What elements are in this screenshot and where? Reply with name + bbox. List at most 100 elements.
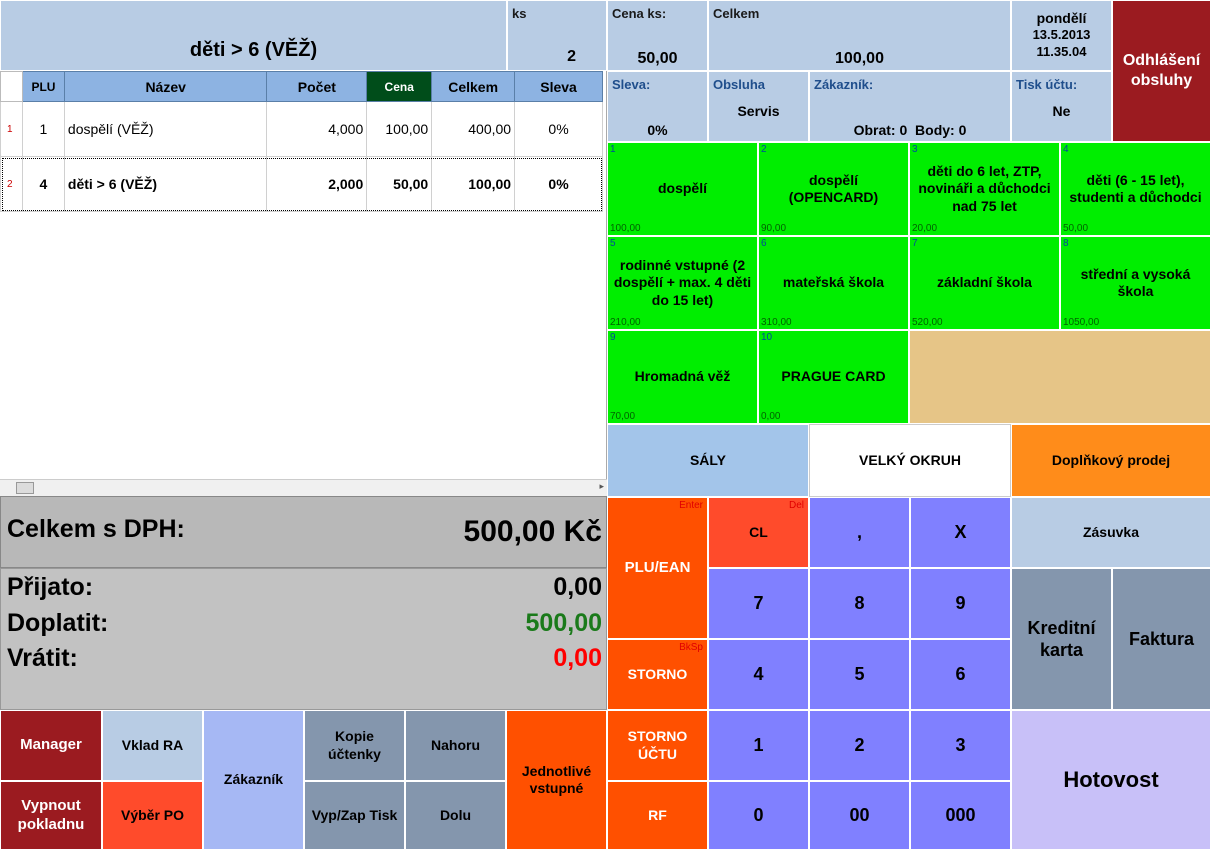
items-table: PLU Název Počet Cena Celkem Sleva 1 1 do…	[0, 71, 603, 212]
key-8[interactable]: 8	[809, 568, 910, 639]
horizontal-scrollbar[interactable]: ▸	[0, 479, 607, 496]
plu-price: 20,00	[912, 223, 938, 234]
storno-button[interactable]: BkSp STORNO	[607, 639, 708, 710]
storno-uctu-button[interactable]: STORNO ÚČTU	[607, 710, 708, 781]
zakaznik-label: Zákazník:	[814, 77, 874, 92]
date-label: 13.5.2013	[1032, 27, 1091, 43]
cena-ks-value: 50,00	[637, 50, 678, 67]
ks-panel: ks 2	[507, 0, 607, 71]
faktura-button[interactable]: Faktura	[1112, 568, 1211, 710]
logout-button[interactable]: Odhlášení obsluhy	[1112, 0, 1211, 142]
row-plu: 1	[21, 101, 65, 157]
plu-number: 3	[912, 144, 918, 155]
key-5[interactable]: 5	[809, 639, 910, 710]
plu-price: 50,00	[1063, 223, 1089, 234]
plu-number: 4	[1063, 144, 1069, 155]
row-index: 2	[0, 156, 23, 212]
vyber-po-button[interactable]: Výběr PO	[102, 781, 203, 850]
plu-button-1[interactable]: 1 dospělí 100,00	[607, 142, 758, 236]
row-index: 1	[0, 101, 23, 157]
enter-hint: Enter	[679, 500, 703, 511]
zasuvka-button[interactable]: Zásuvka	[1011, 497, 1211, 568]
zakaznik-panel: Zákazník: Obrat: 0 Body: 0	[809, 71, 1011, 142]
zakaznik-button[interactable]: Zákazník	[203, 710, 304, 850]
row-discount: 0%	[514, 101, 603, 157]
key-7[interactable]: 7	[708, 568, 809, 639]
key-3[interactable]: 3	[910, 710, 1011, 781]
col-nazev[interactable]: Název	[63, 71, 268, 102]
vypnout-pokladnu-button[interactable]: Vypnout pokladnu	[0, 781, 102, 850]
plu-button-4[interactable]: 4 děti (6 - 15 let), studenti a důchodci…	[1060, 142, 1211, 236]
row-total: 100,00	[431, 156, 516, 212]
row-total: 400,00	[431, 101, 516, 157]
plu-price: 210,00	[610, 317, 641, 328]
plu-name: dospělí (OPENCARD)	[788, 171, 879, 206]
plu-number: 7	[912, 238, 918, 249]
vklad-ra-button[interactable]: Vklad RA	[102, 710, 203, 781]
prijato-label: Přijato:	[7, 573, 94, 601]
cl-button[interactable]: Del CL	[708, 497, 809, 568]
col-celkem[interactable]: Celkem	[431, 71, 516, 102]
multiply-button[interactable]: X	[910, 497, 1011, 568]
doplatit-value: 500,00	[525, 609, 602, 637]
comma-button[interactable]: ,	[809, 497, 910, 568]
table-row[interactable]: 1 1 dospělí (VĚŽ) 4,000 100,00 400,00 0%	[0, 101, 603, 157]
datetime-panel: pondělí 13.5.2013 11.35.04	[1011, 0, 1112, 71]
plu-button-5[interactable]: 5 rodinné vstupné (2 dospělí + max. 4 dě…	[607, 236, 758, 330]
table-row[interactable]: 2 4 děti > 6 (VĚŽ) 2,000 50,00 100,00 0%	[0, 156, 603, 212]
rf-button[interactable]: RF	[607, 781, 708, 850]
category-doplnkovy-button[interactable]: Doplňkový prodej	[1011, 424, 1211, 497]
plu-button-3[interactable]: 3 děti do 6 let, ZTP, novináři a důchodc…	[909, 142, 1060, 236]
key-6[interactable]: 6	[910, 639, 1011, 710]
key-2[interactable]: 2	[809, 710, 910, 781]
plu-button-10[interactable]: 10 PRAGUE CARD 0,00	[758, 330, 909, 424]
obsluha-label: Obsluha	[713, 77, 766, 92]
vyp-zap-tisk-button[interactable]: Vyp/Zap Tisk	[304, 781, 405, 850]
row-index-header	[0, 71, 23, 102]
key-000[interactable]: 000	[910, 781, 1011, 850]
dolu-button[interactable]: Dolu	[405, 781, 506, 850]
plu-button-8[interactable]: 8 střední a vysoká škola 1050,00	[1060, 236, 1211, 330]
manager-button[interactable]: Manager	[0, 710, 102, 781]
row-price: 50,00	[366, 156, 433, 212]
plu-empty-area	[909, 330, 1211, 424]
kopie-uctenky-button[interactable]: Kopie účtenky	[304, 710, 405, 781]
payment-summary-panel: Přijato: 0,00 Doplatit: 500,00 Vrátit: 0…	[0, 568, 607, 710]
col-sleva[interactable]: Sleva	[514, 71, 603, 102]
plu-button-9[interactable]: 9 Hromadná věž 70,00	[607, 330, 758, 424]
kreditni-karta-button[interactable]: Kreditní karta	[1011, 568, 1112, 710]
key-1[interactable]: 1	[708, 710, 809, 781]
scroll-right-icon[interactable]: ▸	[599, 481, 604, 491]
tisk-value: Ne	[1052, 103, 1071, 119]
plu-ean-button[interactable]: Enter PLU/EAN	[607, 497, 708, 639]
time-label: 11.35.04	[1036, 44, 1087, 60]
key-9[interactable]: 9	[910, 568, 1011, 639]
table-header-row: PLU Název Počet Cena Celkem Sleva	[0, 71, 603, 102]
key-0[interactable]: 0	[708, 781, 809, 850]
col-pocet[interactable]: Počet	[266, 71, 368, 102]
plu-name: rodinné vstupné (2 dospělí + max. 4 děti…	[613, 256, 752, 308]
col-cena[interactable]: Cena	[366, 71, 433, 102]
plu-name: mateřská škola	[782, 274, 885, 291]
key-00[interactable]: 00	[809, 781, 910, 850]
key-4[interactable]: 4	[708, 639, 809, 710]
hotovost-button[interactable]: Hotovost	[1011, 710, 1211, 850]
plu-button-7[interactable]: 7 základní škola 520,00	[909, 236, 1060, 330]
plu-name: PRAGUE CARD	[781, 368, 886, 385]
plu-number: 6	[761, 238, 767, 249]
plu-number: 5	[610, 238, 616, 249]
plu-button-2[interactable]: 2 dospělí (OPENCARD) 90,00	[758, 142, 909, 236]
tisk-panel[interactable]: Tisk účtu: Ne	[1011, 71, 1112, 142]
scrollbar-thumb[interactable]	[16, 482, 34, 494]
category-velky-okruh-button[interactable]: VELKÝ OKRUH	[809, 424, 1011, 497]
row-name: dospělí (VĚŽ)	[63, 101, 268, 157]
plu-price: 70,00	[610, 411, 636, 422]
plu-number: 1	[610, 144, 616, 155]
current-item-panel: děti > 6 (VĚŽ)	[0, 0, 507, 71]
jednotlive-vstupne-button[interactable]: Jednotlivé vstupné	[506, 710, 607, 850]
category-saly-button[interactable]: SÁLY	[607, 424, 809, 497]
col-plu[interactable]: PLU	[21, 71, 65, 102]
plu-name: děti (6 - 15 let), studenti a důchodci	[1069, 171, 1202, 206]
nahoru-button[interactable]: Nahoru	[405, 710, 506, 781]
plu-button-6[interactable]: 6 mateřská škola 310,00	[758, 236, 909, 330]
